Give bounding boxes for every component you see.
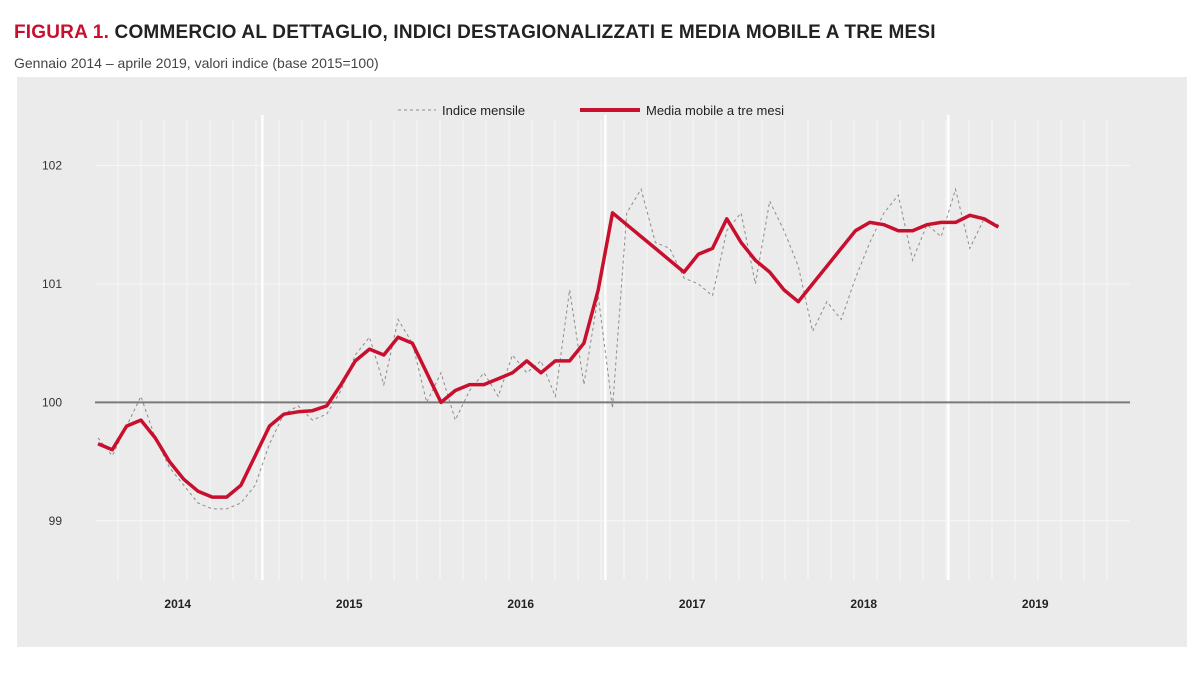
figure-label: FIGURA 1. xyxy=(14,22,110,43)
chart-subtitle: Gennaio 2014 – aprile 2019, valori indic… xyxy=(14,55,379,71)
legend-label-media-mobile: Media mobile a tre mesi xyxy=(646,103,784,118)
legend-label-indice-mensile: Indice mensile xyxy=(442,103,525,118)
chart-title: FIGURA 1. COMMERCIO AL DETTAGLIO, INDICI… xyxy=(14,22,936,44)
y-tick-label: 99 xyxy=(49,514,63,528)
figure-title: COMMERCIO AL DETTAGLIO, INDICI DESTAGION… xyxy=(114,22,936,43)
y-tick-label: 102 xyxy=(42,159,62,173)
x-tick-label: 2017 xyxy=(679,597,706,611)
x-tick-label: 2016 xyxy=(507,597,534,611)
x-tick-label: 2019 xyxy=(1022,597,1049,611)
x-tick-label: 2015 xyxy=(336,597,363,611)
y-axis-labels: 99 100 101 102 xyxy=(42,159,62,528)
series-layer xyxy=(97,187,1000,510)
year-separators xyxy=(261,115,950,580)
y-tick-label: 100 xyxy=(42,395,62,409)
x-tick-label: 2014 xyxy=(164,597,191,611)
legend: Indice mensile Media mobile a tre mesi xyxy=(398,103,784,118)
x-tick-label: 2018 xyxy=(850,597,877,611)
x-axis-labels: 2014 2015 2016 2017 2018 2019 xyxy=(164,597,1049,611)
series-line-media-mobile xyxy=(97,211,1000,499)
vertical-gridlines xyxy=(117,120,1108,580)
y-tick-label: 101 xyxy=(42,277,62,291)
